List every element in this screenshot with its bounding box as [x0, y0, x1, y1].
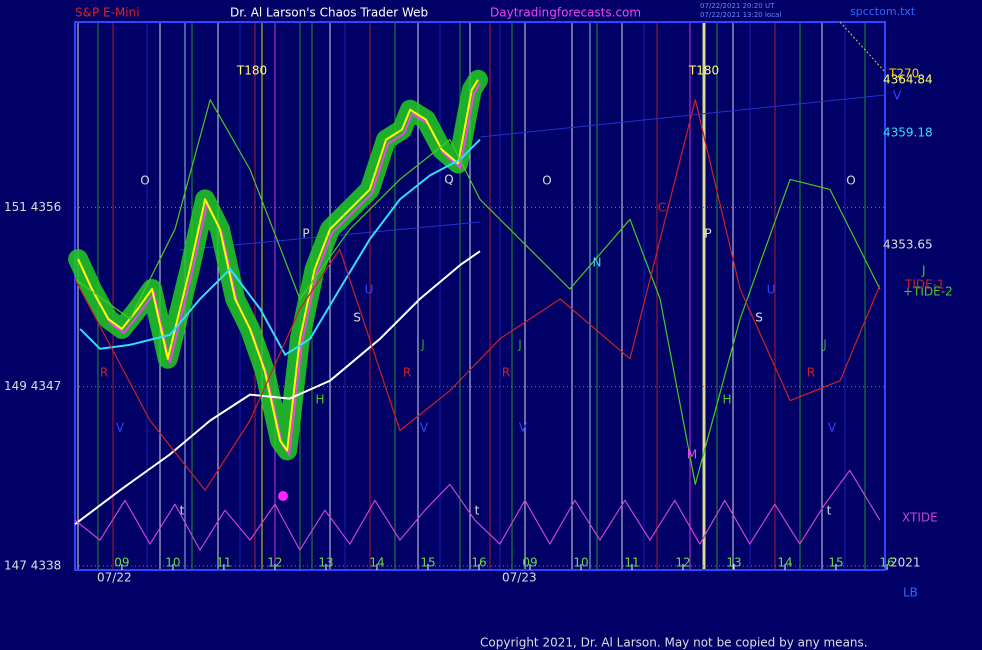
y-tick-label: 151 4356 [4, 200, 61, 214]
x-tick-label: 15 [828, 556, 843, 570]
y-tick-label: 147 4338 [4, 559, 61, 573]
corner-label: LB [903, 586, 918, 600]
series-line [74, 99, 881, 491]
trend-line [479, 94, 886, 138]
x-tick-label: 15 [420, 556, 435, 570]
series-line [79, 138, 481, 356]
marker [278, 491, 288, 501]
x-tick-label: 12 [267, 556, 282, 570]
x-tick-label: 14 [777, 556, 792, 570]
annotation: R [100, 366, 108, 380]
event-lines [77, 22, 866, 570]
annotation: T180 [236, 64, 267, 78]
annotation: N [593, 256, 602, 270]
annotation: O [846, 174, 855, 188]
annotation: H [722, 393, 731, 407]
annotation: R [403, 366, 411, 380]
annotation: M [687, 448, 697, 462]
right-label: 4359.18 [883, 126, 933, 140]
legend-label: XTIDE [902, 511, 938, 525]
annotation: V [519, 421, 528, 435]
x-tick-label: 10 [573, 556, 588, 570]
series-line [77, 79, 479, 452]
annotation: J [420, 338, 425, 352]
series-line [74, 250, 481, 525]
file-name: spcctom.txt [850, 5, 916, 18]
annotation: V [828, 421, 837, 435]
x-tick-label: 10 [165, 556, 180, 570]
x-tick-label: 12 [675, 556, 690, 570]
annotation: T180 [688, 64, 719, 78]
x-tick-label: 16 [879, 556, 894, 570]
chart-title: Dr. Al Larson's Chaos Trader Web [230, 6, 428, 20]
right-label: T270 [888, 67, 919, 81]
annotation: P [302, 227, 309, 241]
annotation: J [822, 338, 827, 352]
date-label: 07/23 [502, 571, 537, 585]
annotation: V [116, 421, 125, 435]
x-tick-label: 13 [726, 556, 741, 570]
annotation: Q [444, 173, 453, 187]
x-tick-label: 16 [471, 556, 486, 570]
annotation: t [475, 504, 480, 518]
x-tick-label: 09 [522, 556, 537, 570]
annotation: V [420, 421, 429, 435]
date-label: 07/22 [97, 571, 132, 585]
year-label: 2021 [890, 556, 921, 570]
x-tick-label: 11 [216, 556, 231, 570]
timestamp: 07/22/2021 20:20 UT [700, 2, 775, 10]
x-tick-label: 14 [369, 556, 384, 570]
annotation: R [807, 366, 815, 380]
copyright: Copyright 2021, Dr. Al Larson. May not b… [480, 636, 868, 650]
right-label: J [921, 264, 926, 278]
annotation: S [353, 311, 361, 325]
x-tick-label: 11 [624, 556, 639, 570]
x-tick-label: 13 [318, 556, 333, 570]
annotation: P [704, 227, 711, 241]
x-tick-label: 09 [114, 556, 129, 570]
annotation: O [542, 174, 551, 188]
legend-label: +TIDE-2 [903, 285, 953, 299]
series-line [74, 469, 881, 551]
annotation: t [827, 504, 832, 518]
symbol: S&P E-Mini [75, 6, 140, 20]
annotation: H [315, 393, 324, 407]
y-tick-label: 149 4347 [4, 379, 61, 393]
series-line [74, 99, 881, 485]
site: Daytradingforecasts.com [490, 6, 641, 20]
annotation: C [658, 201, 666, 215]
annotation: U [365, 283, 374, 297]
annotation: R [502, 366, 510, 380]
right-label: 4364.84 [883, 73, 933, 87]
annotation: J [517, 338, 522, 352]
timestamp: 07/22/2021 13:20 local [700, 11, 781, 19]
annotation: S [755, 311, 763, 325]
annotation: U [767, 283, 776, 297]
annotation: O [140, 174, 149, 188]
legend-label: TIDE-1 [904, 278, 945, 292]
annotation: t [180, 504, 185, 518]
right-label: 4353.65 [883, 238, 933, 252]
trend-line [839, 21, 886, 73]
right-label: V [893, 89, 902, 103]
plot-frame [74, 21, 886, 571]
